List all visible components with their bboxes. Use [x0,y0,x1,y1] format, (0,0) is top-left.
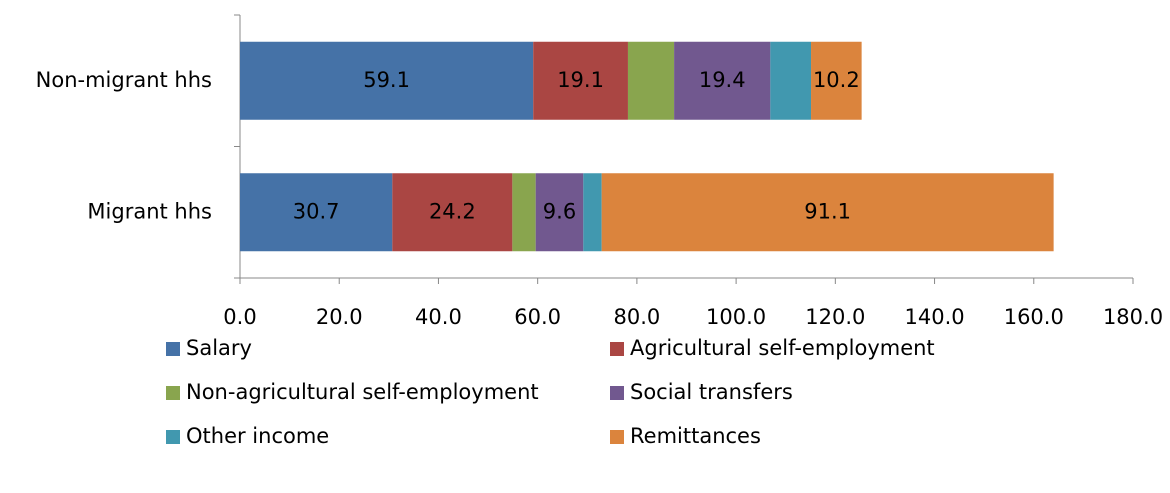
data-label: 24.2 [429,199,476,223]
legend-label: Other income [186,424,329,448]
legend-swatch [166,342,180,356]
legend-label: Salary [186,336,252,360]
data-label: 9.6 [543,199,576,223]
data-label: 30.7 [293,199,340,223]
bar-segment [240,41,534,120]
category-label: Non-migrant hhs [36,68,212,92]
x-tick-label: 40.0 [415,305,462,329]
data-label: 19.1 [557,68,604,92]
bar-segment [583,173,602,252]
legend-label: Non-agricultural self-employment [186,380,539,404]
legend-label: Remittances [630,424,761,448]
legend-swatch [166,430,180,444]
x-tick-label: 100.0 [706,305,766,329]
x-tick-label: 80.0 [614,305,661,329]
x-tick-label: 160.0 [1004,305,1064,329]
x-tick-label: 20.0 [316,305,363,329]
data-label: 91.1 [804,199,851,223]
bar-segment [240,173,393,252]
x-tick-label: 120.0 [805,305,865,329]
x-tick-label: 180.0 [1103,305,1163,329]
bar-segment [533,41,628,120]
legend-swatch [166,386,180,400]
x-tick-label: 0.0 [223,305,256,329]
legend-label: Agricultural self-employment [630,336,935,360]
bar-segment [674,41,771,120]
legend-swatch [610,342,624,356]
data-label: 19.4 [699,68,746,92]
category-label: Migrant hhs [87,199,212,223]
bar-segment [535,173,584,252]
legend-swatch [610,430,624,444]
bar-segment [627,41,675,120]
legend-label: Social transfers [630,380,793,404]
data-label: 59.1 [363,68,410,92]
bar-segment [392,173,513,252]
x-tick-label: 140.0 [904,305,964,329]
bar-segment [601,173,1054,252]
data-label: 10.2 [813,68,860,92]
legend-swatch [610,386,624,400]
bar-segment [512,173,536,252]
x-tick-label: 60.0 [514,305,561,329]
bar-segment [811,41,862,120]
bar-segment [770,41,812,120]
